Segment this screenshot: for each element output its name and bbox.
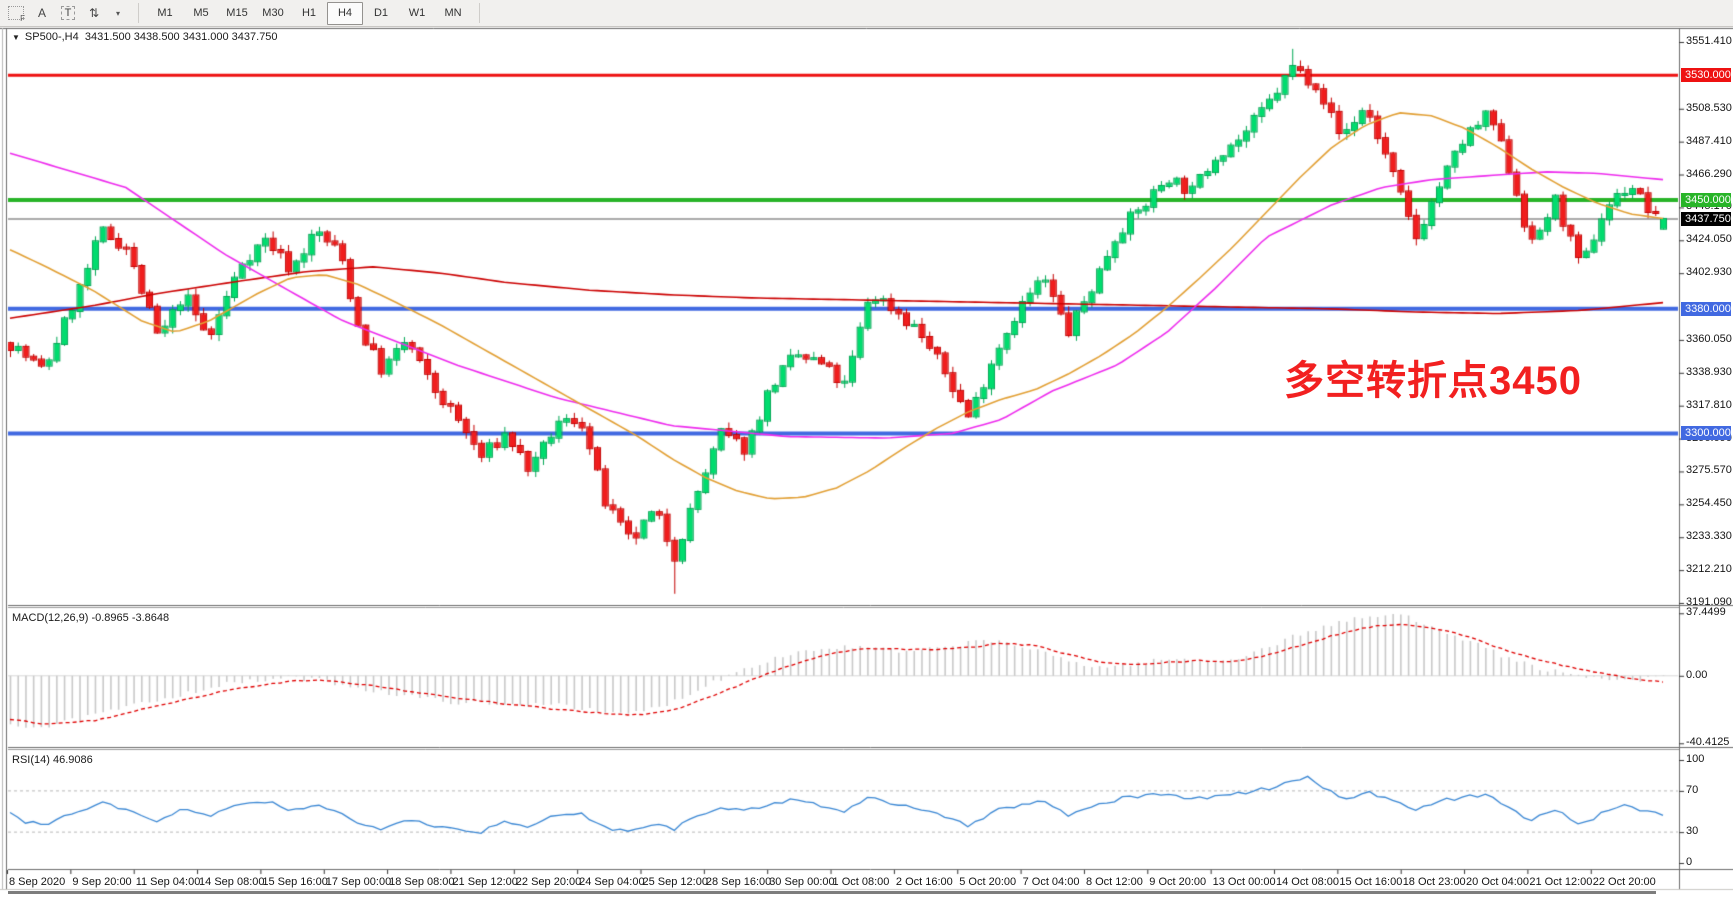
price-tick-label: 3338.930 bbox=[1686, 365, 1732, 378]
price-tick-label: 3487.410 bbox=[1686, 134, 1732, 147]
toolbar-separator bbox=[479, 3, 480, 23]
price-annotation-text: 多空转折点3450 bbox=[1284, 359, 1582, 403]
arrow-tools-icon[interactable]: ⇅ bbox=[88, 6, 100, 20]
time-tick-label: 18 Sep 08:00 bbox=[389, 876, 455, 888]
timeframe-button-d1[interactable]: D1 bbox=[373, 7, 389, 19]
time-tick-label: 2 Oct 16:00 bbox=[895, 876, 953, 888]
timeframe-button-mn[interactable]: MN bbox=[444, 7, 462, 19]
rsi-tick-label: 0 bbox=[1686, 856, 1693, 868]
time-tick-label: 21 Sep 12:00 bbox=[452, 876, 518, 888]
time-tick-label: 1 Oct 08:00 bbox=[832, 876, 890, 888]
rsi-tick-label: 70 bbox=[1686, 783, 1699, 796]
macd-tick-label: 37.4499 bbox=[1686, 606, 1726, 619]
price-tick-label: 3275.570 bbox=[1686, 464, 1732, 477]
text-box-icon[interactable]: T bbox=[56, 3, 80, 24]
time-tick-label: 5 Oct 20:00 bbox=[959, 876, 1017, 888]
chart-title: ▼ SP500-,H4 3431.500 3438.500 3431.000 34… bbox=[12, 31, 278, 43]
price-level-badge: 3530.000 bbox=[1681, 68, 1731, 83]
time-tick-label: 22 Oct 20:00 bbox=[1592, 876, 1656, 888]
horizontal-scrollbar[interactable] bbox=[8, 891, 1656, 894]
time-tick-label: 15 Sep 16:00 bbox=[262, 876, 328, 888]
timeframe-button-h1[interactable]: H1 bbox=[301, 7, 317, 19]
time-tick-label: 7 Oct 04:00 bbox=[1022, 876, 1080, 888]
timeframe-button-m5[interactable]: M5 bbox=[193, 7, 209, 19]
time-tick-label: 14 Sep 08:00 bbox=[199, 876, 265, 888]
timeframe-button-w1[interactable]: W1 bbox=[408, 7, 426, 19]
price-tick-label: 3360.050 bbox=[1686, 332, 1732, 345]
price-tick-label: 3254.450 bbox=[1686, 497, 1732, 510]
timeframe-button-m15[interactable]: M15 bbox=[226, 7, 248, 19]
price-tick-label: 3424.050 bbox=[1686, 233, 1732, 246]
rsi-tick-label: 30 bbox=[1686, 825, 1699, 838]
time-tick-label: 14 Oct 08:00 bbox=[1276, 876, 1339, 888]
price-tick-label: 3402.930 bbox=[1686, 266, 1732, 279]
toolbar-separator bbox=[138, 3, 139, 23]
time-tick-label: 21 Oct 12:00 bbox=[1529, 876, 1593, 888]
text-label-icon[interactable]: A bbox=[37, 6, 46, 20]
time-tick-label: 28 Sep 16:00 bbox=[705, 876, 772, 888]
time-tick-label: 15 Oct 16:00 bbox=[1339, 876, 1403, 888]
price-tick-label: 3233.330 bbox=[1686, 530, 1732, 543]
time-tick-label: 25 Sep 12:00 bbox=[642, 876, 708, 888]
timeframe-button-h4[interactable]: H4 bbox=[327, 1, 363, 25]
time-tick-label: 11 Sep 04:00 bbox=[135, 876, 201, 888]
timeframe-button-m1[interactable]: M1 bbox=[157, 7, 173, 19]
price-level-badge: 3437.750 bbox=[1681, 211, 1731, 226]
time-tick-label: 13 Oct 00:00 bbox=[1212, 876, 1276, 888]
time-tick-label: 9 Sep 20:00 bbox=[72, 876, 132, 888]
snap-grid-icon[interactable]: F bbox=[4, 3, 28, 24]
time-tick-label: 8 Oct 12:00 bbox=[1085, 876, 1143, 888]
price-tick-label: 3212.210 bbox=[1686, 563, 1732, 576]
symbol-timeframe: SP500-,H4 bbox=[24, 31, 79, 43]
price-tick-label: 3551.410 bbox=[1686, 35, 1732, 47]
time-tick-label: 22 Sep 20:00 bbox=[515, 876, 582, 888]
time-tick-label: 8 Sep 2020 bbox=[9, 876, 66, 888]
price-level-badge: 3380.000 bbox=[1681, 301, 1731, 316]
macd-tick-label: -40.4125 bbox=[1686, 736, 1730, 749]
price-tick-label: 3466.290 bbox=[1686, 167, 1732, 180]
time-tick-label: 9 Oct 20:00 bbox=[1149, 876, 1207, 888]
rsi-label: RSI(14) 46.9086 bbox=[12, 754, 93, 766]
ohlc-values: 3431.500 3438.500 3431.000 3437.750 bbox=[84, 31, 278, 43]
timeframe-buttons: M1 M5 M15 M30 H1 H4 D1 W1 MN bbox=[147, 1, 471, 25]
time-tick-label: 17 Sep 00:00 bbox=[325, 876, 392, 888]
price-tick-label: 3317.810 bbox=[1686, 398, 1732, 411]
rsi-tick-label: 100 bbox=[1686, 753, 1705, 765]
time-tick-label: 24 Sep 04:00 bbox=[579, 876, 645, 888]
price-level-badge: 3450.000 bbox=[1681, 192, 1731, 207]
time-tick-label: 30 Sep 00:00 bbox=[769, 876, 835, 888]
price-tick-label: 3508.530 bbox=[1686, 101, 1732, 114]
timeframe-button-m30[interactable]: M30 bbox=[262, 7, 284, 19]
time-tick-label: 20 Oct 04:00 bbox=[1466, 876, 1530, 888]
chart-dropdown-icon[interactable]: ▼ bbox=[12, 33, 20, 42]
time-tick-label: 18 Oct 23:00 bbox=[1402, 876, 1466, 888]
arrow-tools-dropdown-icon[interactable]: ▾ bbox=[115, 8, 120, 18]
macd-tick-label: 0.00 bbox=[1686, 668, 1708, 681]
toolbar: F A T ⇅ ▾ M1 M5 M15 M30 H1 H4 D1 W1 MN bbox=[0, 0, 1733, 27]
price-level-badge: 3300.000 bbox=[1681, 426, 1731, 441]
macd-label: MACD(12,26,9) -0.8965 -3.8648 bbox=[12, 612, 170, 624]
price-tick-label: 3191.090 bbox=[1686, 595, 1732, 608]
